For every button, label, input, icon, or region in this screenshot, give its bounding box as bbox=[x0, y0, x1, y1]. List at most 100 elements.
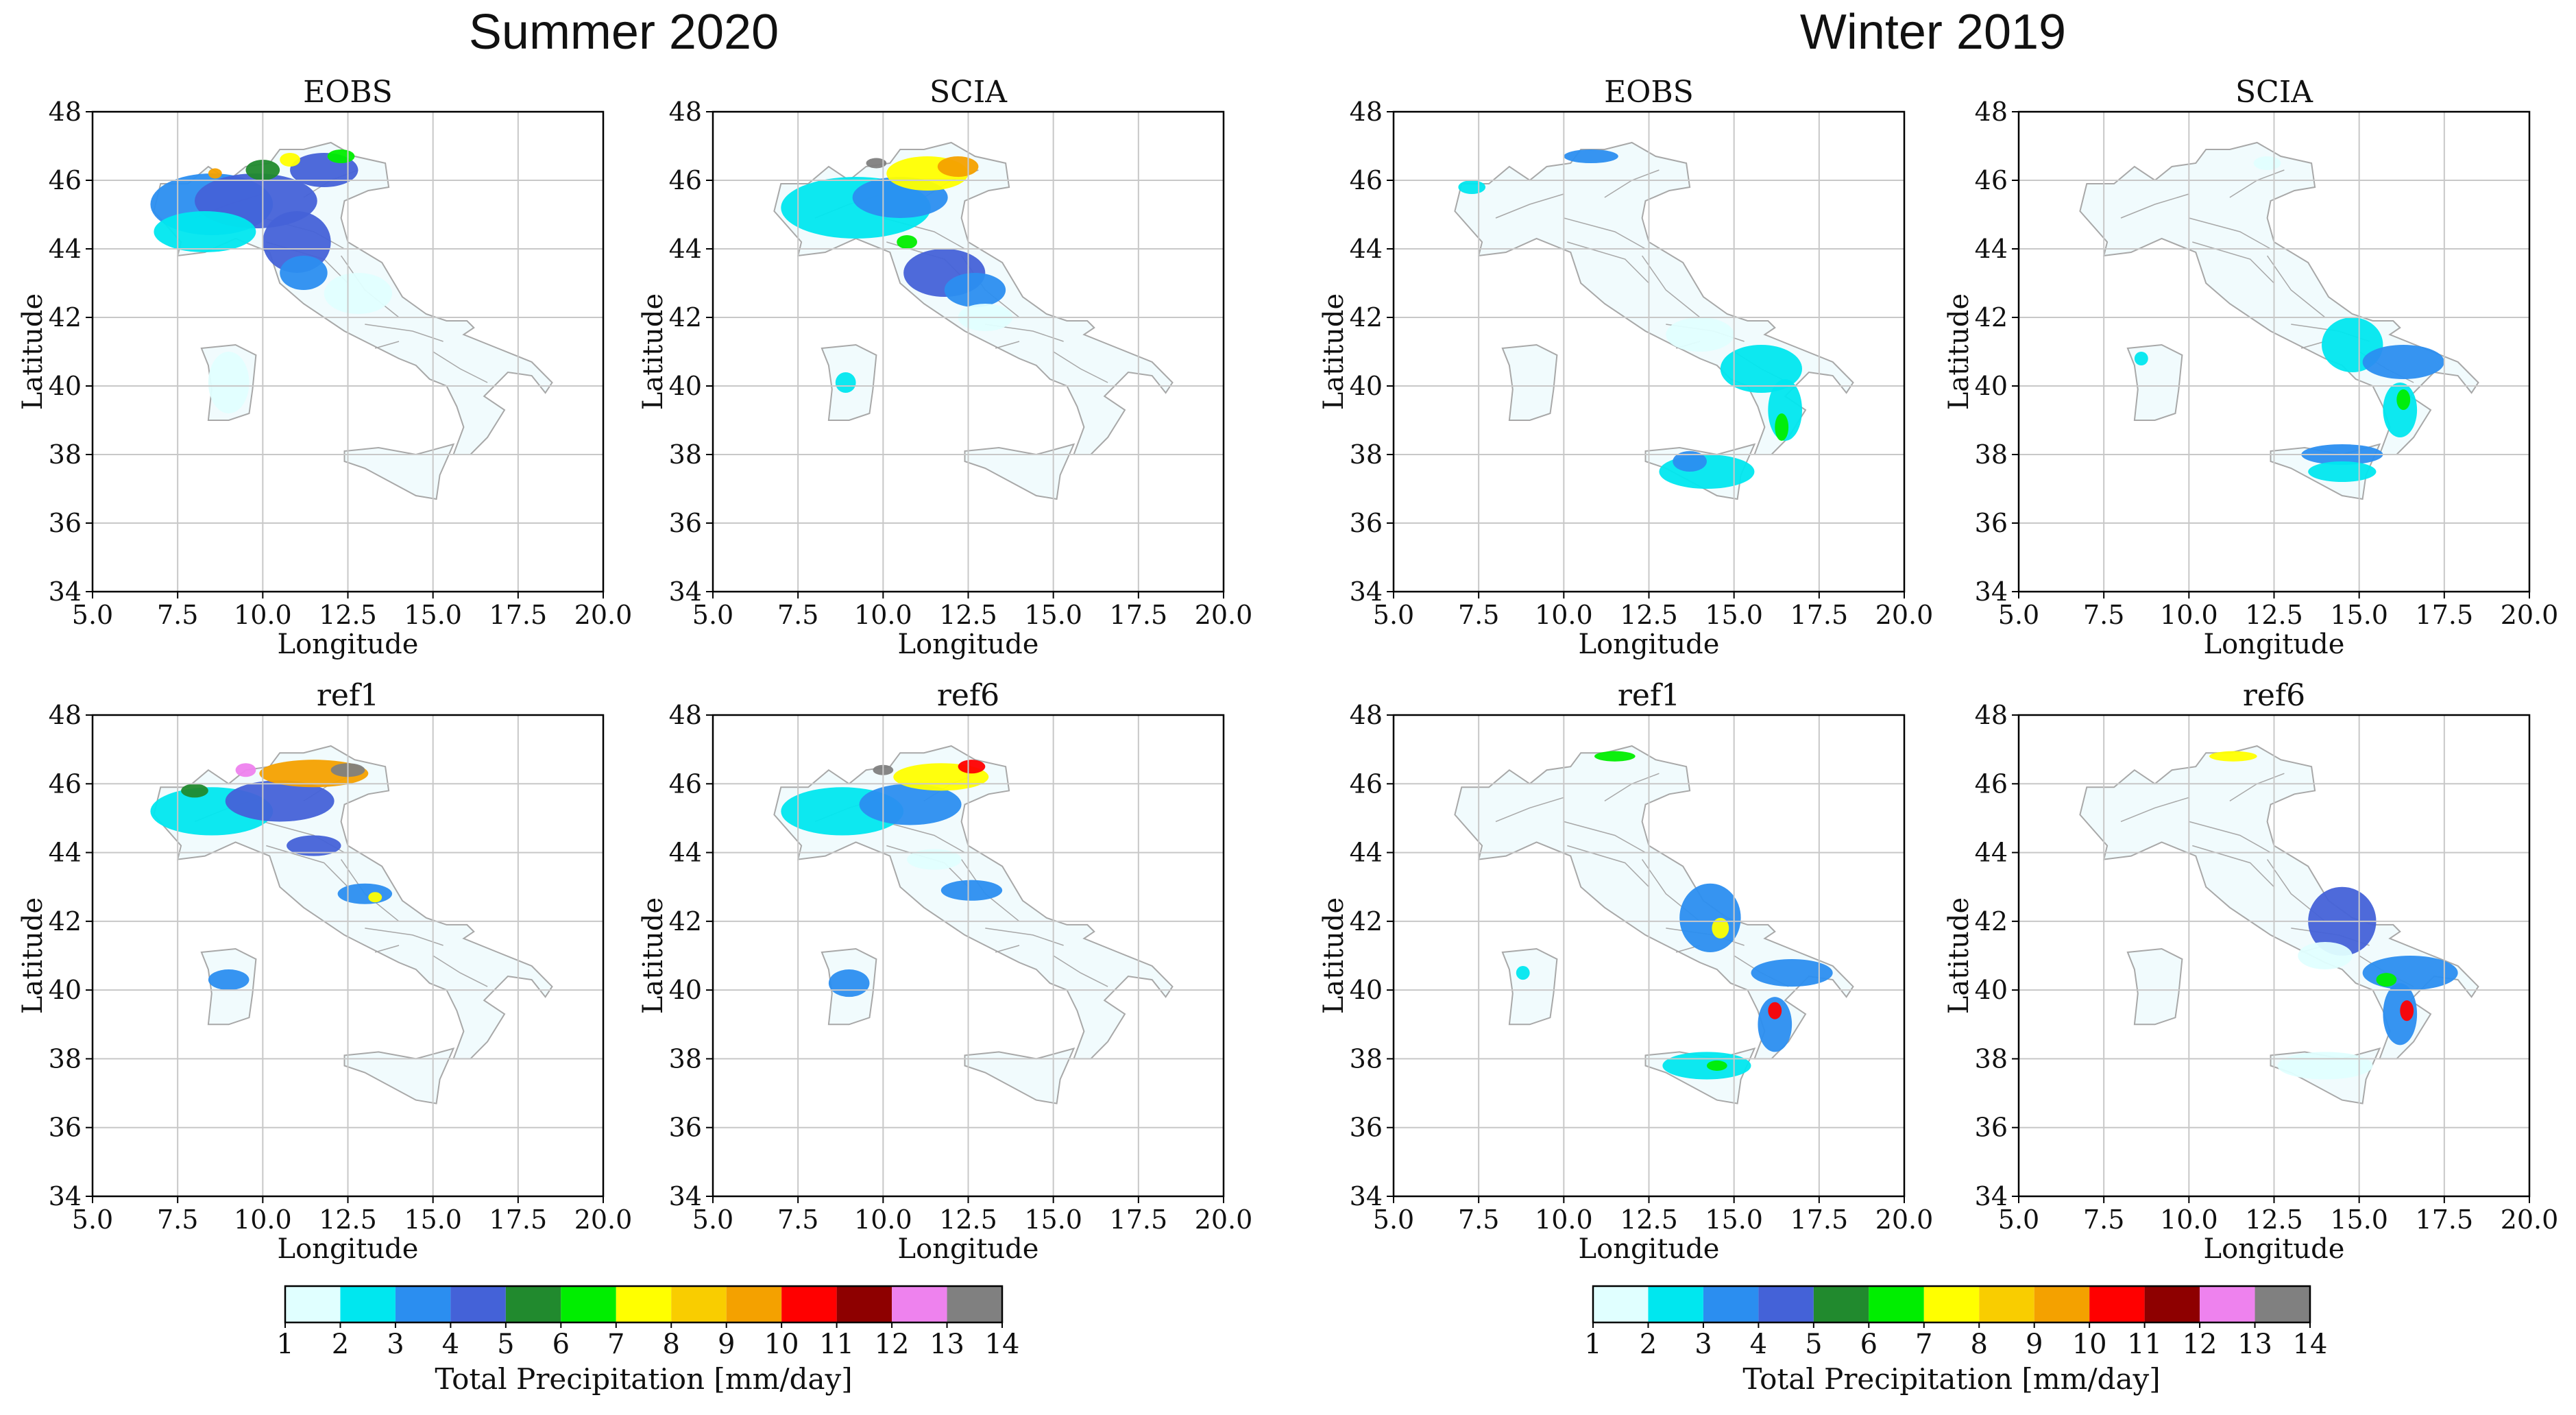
panel-title: SCIA bbox=[2235, 75, 2313, 110]
x-axis-label: Longitude bbox=[898, 1233, 1039, 1265]
land-outline bbox=[343, 443, 455, 500]
y-tick-label: 44 bbox=[669, 234, 702, 264]
y-tick-label: 36 bbox=[1350, 508, 1383, 538]
panel-title: EOBS bbox=[1604, 75, 1694, 110]
colorbar-swatch bbox=[947, 1286, 1002, 1322]
y-tick-label: 46 bbox=[49, 165, 82, 195]
precipitation-area bbox=[2383, 983, 2418, 1045]
precipitation-area bbox=[944, 273, 1006, 307]
x-axis-label: Longitude bbox=[1579, 629, 1720, 660]
colorbar-swatch bbox=[395, 1286, 451, 1322]
colorbar-swatch bbox=[892, 1286, 947, 1322]
colorbar-tick-label: 14 bbox=[2293, 1329, 2328, 1360]
y-tick-label: 48 bbox=[1975, 700, 2008, 730]
x-tick-label: 5.0 bbox=[1373, 600, 1414, 630]
colorbar-swatch bbox=[340, 1286, 396, 1322]
colorbar-tick-label: 9 bbox=[718, 1329, 735, 1360]
region-border bbox=[2120, 797, 2189, 823]
precipitation-area bbox=[2134, 352, 2148, 365]
region-border bbox=[1495, 797, 1564, 823]
colorbar-swatch bbox=[781, 1286, 837, 1322]
y-axis-label: Latitude bbox=[1318, 897, 1350, 1014]
y-tick-label: 38 bbox=[1975, 1043, 2008, 1074]
y-tick-label: 42 bbox=[1975, 906, 2008, 936]
region-border bbox=[1495, 193, 1564, 219]
y-tick-label: 38 bbox=[669, 439, 702, 470]
x-tick-label: 7.5 bbox=[1458, 1205, 1499, 1235]
x-tick-label: 15.0 bbox=[1024, 600, 1082, 630]
x-tick-label: 5.0 bbox=[1373, 1205, 1414, 1235]
precipitation-area bbox=[1516, 966, 1530, 980]
colorbar-swatch bbox=[2144, 1286, 2200, 1322]
y-tick-label: 36 bbox=[49, 1113, 82, 1143]
colorbar-label: Total Precipitation [mm/day] bbox=[435, 1362, 852, 1396]
colorbar-label: Total Precipitation [mm/day] bbox=[1742, 1362, 2160, 1396]
x-tick-label: 5.0 bbox=[692, 600, 733, 630]
colorbar-swatch bbox=[1869, 1286, 1924, 1322]
y-tick-label: 46 bbox=[1975, 769, 2008, 799]
y-axis-label: Latitude bbox=[1943, 293, 1975, 410]
y-tick-label: 40 bbox=[669, 371, 702, 401]
y-tick-label: 44 bbox=[1975, 838, 2008, 868]
x-tick-label: 15.0 bbox=[2330, 600, 2388, 630]
x-axis-label: Longitude bbox=[2204, 629, 2345, 660]
y-tick-label: 42 bbox=[49, 906, 82, 936]
x-tick-label: 15.0 bbox=[404, 1205, 462, 1235]
precipitation-area bbox=[937, 156, 979, 177]
y-tick-label: 40 bbox=[1975, 371, 2008, 401]
x-tick-label: 5.0 bbox=[1998, 1205, 2039, 1235]
colorbar-tick-label: 10 bbox=[764, 1329, 799, 1360]
precipitation-area bbox=[225, 780, 335, 822]
y-tick-label: 38 bbox=[1975, 439, 2008, 470]
y-tick-label: 48 bbox=[49, 97, 82, 127]
colorbar-swatch bbox=[726, 1286, 782, 1322]
colorbar-tick-label: 6 bbox=[552, 1329, 570, 1360]
y-tick-label: 40 bbox=[669, 975, 702, 1005]
x-tick-label: 7.5 bbox=[1458, 600, 1499, 630]
colorbar-swatch bbox=[616, 1286, 672, 1322]
y-tick-label: 38 bbox=[669, 1043, 702, 1074]
y-tick-label: 44 bbox=[669, 838, 702, 868]
y-tick-label: 44 bbox=[49, 234, 82, 264]
x-tick-label: 7.5 bbox=[157, 1205, 198, 1235]
x-tick-label: 7.5 bbox=[157, 600, 198, 630]
panel-title: ref1 bbox=[317, 678, 379, 713]
x-tick-label: 17.5 bbox=[2416, 600, 2474, 630]
precipitation-area bbox=[897, 235, 917, 249]
x-tick-label: 17.5 bbox=[2416, 1205, 2474, 1235]
region-border bbox=[1641, 255, 1701, 318]
x-tick-label: 12.5 bbox=[2245, 1205, 2303, 1235]
precipitation-area bbox=[1768, 1002, 1782, 1019]
x-tick-label: 12.5 bbox=[939, 600, 997, 630]
x-tick-label: 12.5 bbox=[1620, 600, 1678, 630]
x-tick-label: 17.5 bbox=[1790, 600, 1849, 630]
map-panel: 5.0 7.5 10.0 12.5 15.0 17.5 20.0 34 36 38 40 42 44 46… bbox=[637, 678, 1252, 1265]
y-tick-label: 36 bbox=[1975, 508, 2008, 538]
y-tick-label: 38 bbox=[49, 1043, 82, 1074]
y-tick-label: 34 bbox=[1350, 1181, 1383, 1211]
colorbar-swatch bbox=[2255, 1286, 2310, 1322]
colorbar-swatch bbox=[1979, 1286, 2034, 1322]
colorbar-swatch bbox=[1758, 1286, 1814, 1322]
y-tick-label: 42 bbox=[1975, 302, 2008, 332]
y-tick-label: 46 bbox=[1975, 165, 2008, 195]
y-axis-label: Latitude bbox=[637, 293, 669, 410]
precipitation-area bbox=[2400, 1000, 2414, 1021]
precipitation-area bbox=[280, 153, 300, 167]
y-tick-label: 34 bbox=[49, 1181, 82, 1211]
region-border bbox=[995, 945, 1020, 953]
colorbar-tick-label: 3 bbox=[1694, 1329, 1712, 1360]
x-tick-label: 20.0 bbox=[1875, 600, 1934, 630]
precipitation-area bbox=[1751, 959, 1833, 987]
y-tick-label: 46 bbox=[669, 165, 702, 195]
y-tick-label: 34 bbox=[669, 1181, 702, 1211]
y-tick-label: 36 bbox=[669, 1113, 702, 1143]
land-outline bbox=[964, 443, 1076, 500]
precipitation-area bbox=[324, 273, 393, 314]
precipitation-area bbox=[2383, 383, 2418, 437]
region-border bbox=[266, 845, 349, 888]
colorbar-tick-label: 2 bbox=[332, 1329, 349, 1360]
region-border bbox=[2192, 845, 2275, 888]
precipitation-area bbox=[287, 835, 341, 856]
